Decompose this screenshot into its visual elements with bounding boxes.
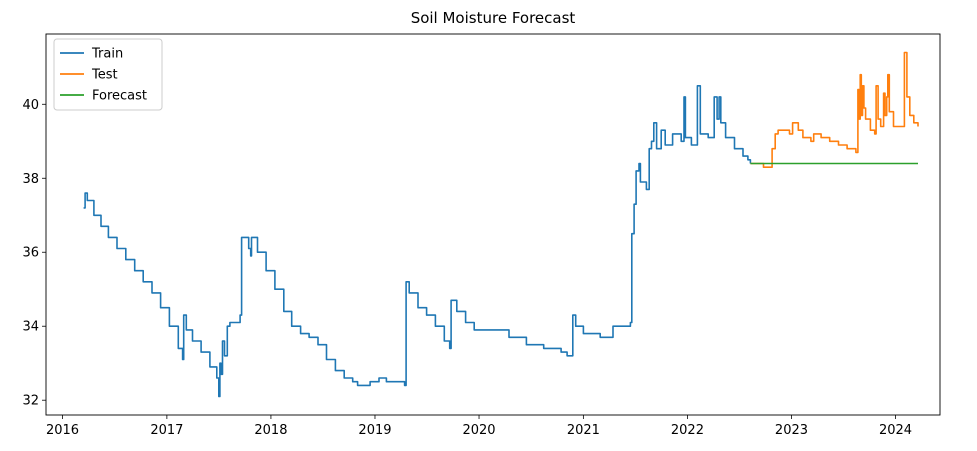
y-tick-label: 36	[22, 246, 39, 261]
x-tick-label: 2024	[879, 423, 912, 438]
y-axis-ticks: 32 34 36 38 40	[22, 98, 46, 409]
x-axis-ticks: 2016 2017 2018 2019 2020 2021 2022 2023 2024	[46, 415, 912, 438]
series-line-test	[750, 51, 919, 168]
chart-title: Soil Moisture Forecast	[411, 9, 576, 27]
legend-box	[53, 38, 163, 111]
legend: Train Test Forecast	[53, 38, 163, 111]
x-tick-label: 2021	[567, 423, 600, 438]
legend-label: Forecast	[92, 89, 147, 104]
x-tick-label: 2022	[671, 423, 704, 438]
y-tick-label: 38	[22, 172, 39, 187]
series-layer	[83, 51, 919, 398]
x-tick-label: 2020	[462, 423, 495, 438]
y-tick-label: 32	[22, 394, 39, 409]
series-line-train	[83, 85, 752, 398]
y-tick-label: 40	[22, 98, 39, 113]
plot-frame	[45, 33, 941, 416]
legend-label: Train	[91, 47, 123, 62]
y-tick-label: 34	[22, 320, 39, 335]
legend-label: Test	[91, 68, 118, 83]
x-tick-label: 2018	[254, 423, 287, 438]
x-tick-label: 2023	[775, 423, 808, 438]
x-tick-label: 2019	[358, 423, 391, 438]
x-tick-label: 2017	[150, 423, 183, 438]
x-tick-label: 2016	[46, 423, 79, 438]
